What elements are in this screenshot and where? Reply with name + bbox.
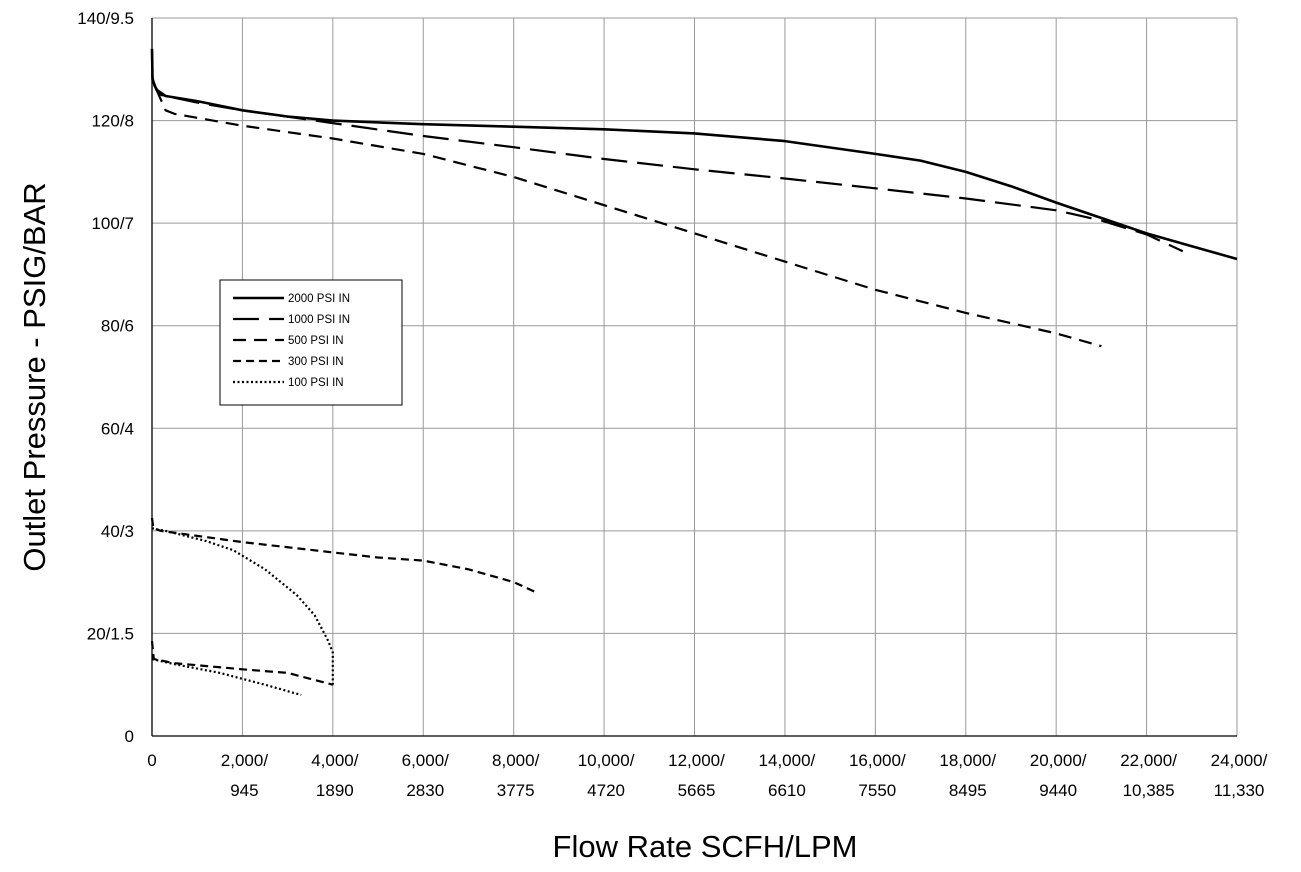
x-tick-label-line: 4720 — [587, 781, 625, 800]
x-tick-label-line: 8,000/ — [492, 751, 540, 770]
x-tick-label-line: 2,000/ — [221, 751, 269, 770]
chart-series — [150, 48, 1238, 697]
x-tick-label-line: 945 — [230, 781, 258, 800]
legend-label: 100 PSI IN — [288, 377, 344, 389]
y-tick-label: 140/9.5 — [77, 9, 134, 28]
x-tick-label-line: 14,000/ — [759, 751, 816, 770]
chart-axes — [151, 18, 1237, 737]
x-tick-label-line: 8495 — [949, 781, 987, 800]
x-tick-label-line: 10,385 — [1123, 781, 1175, 800]
x-tick-label: 20,000/9440 — [1030, 751, 1087, 800]
x-tick-label-line: 5665 — [678, 781, 716, 800]
y-tick-label: 80/6 — [101, 317, 134, 336]
legend-label: 300 PSI IN — [288, 356, 344, 368]
x-tick-label: 10,000/4720 — [578, 751, 635, 800]
y-axis-title: Outlet Pressure - PSIG/BAR — [17, 182, 52, 571]
x-tick-label-line: 20,000/ — [1030, 751, 1087, 770]
chart-legend: 2000 PSI IN 1000 PSI IN 500 PSI IN 300 PSI … — [219, 279, 403, 406]
x-axis-title: Flow Rate SCFH/LPM — [553, 829, 858, 864]
x-tick-label: 2,000/945 — [221, 751, 269, 800]
x-tick-label: 8,000/3775 — [492, 751, 540, 800]
x-tick-label-line: 18,000/ — [939, 751, 996, 770]
series-line-1 — [150, 74, 1184, 253]
x-tick-label-line: 6,000/ — [402, 751, 450, 770]
y-axis-tick-labels: 0 20/1.5 40/3 60/4 80/6 100/7 120/8 140/9.5 — [77, 9, 134, 746]
x-tick-label-line: 9440 — [1039, 781, 1077, 800]
x-tick-label-line: 0 — [147, 751, 156, 770]
x-tick-label-line: 2830 — [406, 781, 444, 800]
series-line-2 — [155, 89, 1102, 348]
x-tick-label: 24,000/11,330 — [1211, 751, 1268, 800]
y-tick-label: 60/4 — [101, 419, 134, 438]
legend-box — [219, 279, 403, 406]
x-tick-label: 18,000/8495 — [939, 751, 996, 800]
x-axis-tick-labels: 0 2,000/945 4,000/1890 6,000/2830 8,000/3775… — [147, 751, 1267, 800]
x-tick-label-line: 6610 — [768, 781, 806, 800]
x-tick-label: 0 — [147, 751, 156, 770]
x-tick-label: 22,000/10,385 — [1120, 751, 1177, 800]
y-tick-label: 40/3 — [101, 522, 134, 541]
x-tick-label: 14,000/6610 — [759, 751, 816, 800]
chart-grid — [152, 17, 1238, 736]
legend-label: 1000 PSI IN — [288, 314, 350, 326]
x-tick-label-line: 7550 — [858, 781, 896, 800]
series-line-4 — [150, 640, 334, 686]
x-tick-label-line: 3775 — [497, 781, 535, 800]
x-tick-label-line: 12,000/ — [668, 751, 725, 770]
legend-label: 2000 PSI IN — [288, 293, 350, 305]
x-tick-label: 16,000/7550 — [849, 751, 906, 800]
y-tick-label: 120/8 — [91, 112, 134, 131]
x-tick-label-line: 24,000/ — [1211, 751, 1268, 770]
y-tick-label: 20/1.5 — [87, 624, 134, 643]
x-tick-label-line: 1890 — [316, 781, 354, 800]
x-tick-label-line: 4,000/ — [311, 751, 359, 770]
y-tick-label: 0 — [125, 727, 134, 746]
x-tick-label-line: 11,330 — [1214, 781, 1265, 800]
x-tick-label-line: 16,000/ — [849, 751, 906, 770]
x-tick-label: 6,000/2830 — [402, 751, 450, 800]
x-tick-label-line: 10,000/ — [578, 751, 635, 770]
legend-label: 500 PSI IN — [288, 335, 344, 347]
x-tick-label-line: 22,000/ — [1120, 751, 1177, 770]
series-line-6 — [151, 658, 302, 697]
x-tick-label: 4,000/1890 — [311, 751, 359, 800]
x-tick-label: 12,000/5665 — [668, 751, 725, 800]
y-tick-label: 100/7 — [91, 214, 134, 233]
